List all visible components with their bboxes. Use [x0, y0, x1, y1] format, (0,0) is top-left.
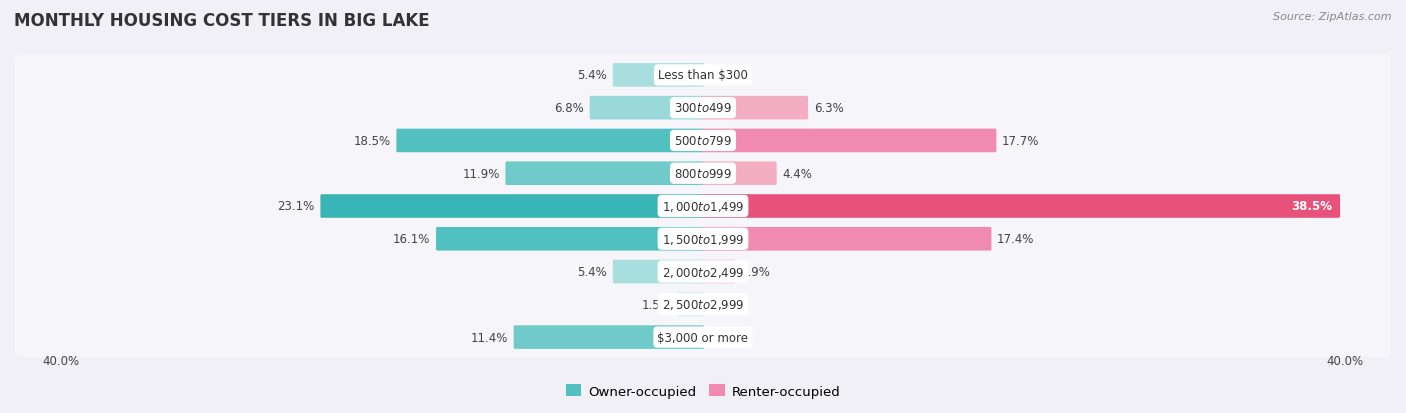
Text: 1.5%: 1.5% — [643, 298, 672, 311]
FancyBboxPatch shape — [15, 219, 1391, 259]
Text: $1,000 to $1,499: $1,000 to $1,499 — [662, 199, 744, 214]
Text: 11.9%: 11.9% — [463, 167, 499, 180]
Text: 17.4%: 17.4% — [997, 233, 1035, 246]
Text: 18.5%: 18.5% — [354, 135, 391, 147]
FancyBboxPatch shape — [15, 284, 1391, 325]
FancyBboxPatch shape — [702, 129, 997, 153]
Text: 6.3%: 6.3% — [814, 102, 844, 115]
Text: 17.7%: 17.7% — [1002, 135, 1039, 147]
Text: $2,000 to $2,499: $2,000 to $2,499 — [662, 265, 744, 279]
Text: $1,500 to $1,999: $1,500 to $1,999 — [662, 232, 744, 246]
Text: 1.9%: 1.9% — [741, 266, 770, 278]
FancyBboxPatch shape — [613, 260, 704, 284]
FancyBboxPatch shape — [15, 252, 1391, 292]
Text: 38.5%: 38.5% — [1292, 200, 1333, 213]
FancyBboxPatch shape — [15, 317, 1391, 358]
Text: 40.0%: 40.0% — [42, 354, 79, 367]
Text: $800 to $999: $800 to $999 — [673, 167, 733, 180]
FancyBboxPatch shape — [613, 64, 704, 88]
Text: 0.0%: 0.0% — [710, 331, 740, 344]
Text: 0.0%: 0.0% — [710, 69, 740, 82]
Text: 23.1%: 23.1% — [277, 200, 315, 213]
FancyBboxPatch shape — [702, 97, 808, 120]
Text: 40.0%: 40.0% — [1327, 354, 1364, 367]
FancyBboxPatch shape — [702, 228, 991, 251]
Text: 11.4%: 11.4% — [471, 331, 508, 344]
Text: 4.4%: 4.4% — [782, 167, 813, 180]
Text: $300 to $499: $300 to $499 — [673, 102, 733, 115]
FancyBboxPatch shape — [321, 195, 704, 218]
FancyBboxPatch shape — [589, 97, 704, 120]
Text: $3,000 or more: $3,000 or more — [658, 331, 748, 344]
FancyBboxPatch shape — [505, 162, 704, 185]
FancyBboxPatch shape — [15, 121, 1391, 161]
FancyBboxPatch shape — [702, 195, 1340, 218]
Text: 6.8%: 6.8% — [554, 102, 583, 115]
Text: 0.0%: 0.0% — [710, 298, 740, 311]
Text: MONTHLY HOUSING COST TIERS IN BIG LAKE: MONTHLY HOUSING COST TIERS IN BIG LAKE — [14, 12, 430, 30]
Text: $500 to $799: $500 to $799 — [673, 135, 733, 147]
FancyBboxPatch shape — [436, 228, 704, 251]
FancyBboxPatch shape — [702, 162, 776, 185]
Text: Less than $300: Less than $300 — [658, 69, 748, 82]
FancyBboxPatch shape — [513, 325, 704, 349]
FancyBboxPatch shape — [702, 260, 735, 284]
FancyBboxPatch shape — [396, 129, 704, 153]
Text: Source: ZipAtlas.com: Source: ZipAtlas.com — [1274, 12, 1392, 22]
FancyBboxPatch shape — [15, 154, 1391, 194]
FancyBboxPatch shape — [678, 293, 704, 316]
FancyBboxPatch shape — [15, 88, 1391, 129]
Text: 5.4%: 5.4% — [578, 69, 607, 82]
FancyBboxPatch shape — [15, 55, 1391, 96]
Text: 5.4%: 5.4% — [578, 266, 607, 278]
Text: $2,500 to $2,999: $2,500 to $2,999 — [662, 298, 744, 311]
Text: 16.1%: 16.1% — [394, 233, 430, 246]
FancyBboxPatch shape — [15, 186, 1391, 227]
Legend: Owner-occupied, Renter-occupied: Owner-occupied, Renter-occupied — [565, 384, 841, 398]
